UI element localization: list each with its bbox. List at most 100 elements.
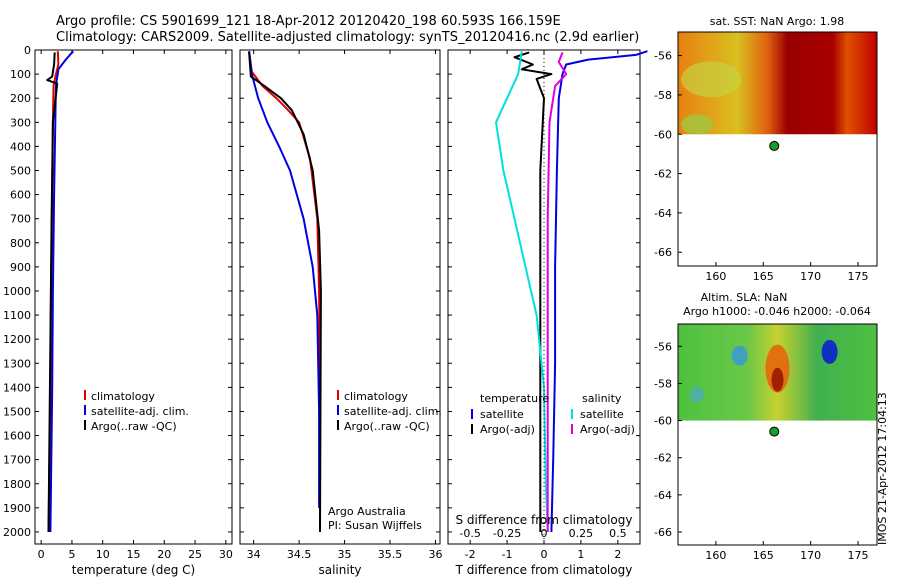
sst_map-xtick-label: 160 xyxy=(705,270,726,283)
salinity-legend-label: satellite-adj. clim. xyxy=(344,405,442,418)
temperature-legend-label: satellite-adj. clim. xyxy=(91,405,189,418)
salinity-series-1-line xyxy=(248,51,321,508)
sla_map-patch xyxy=(689,386,704,403)
depth-tick-label: 400 xyxy=(10,140,31,153)
difference-top-xlabel: S difference from climatology xyxy=(456,513,633,527)
temperature-legend-label: climatology xyxy=(91,390,155,403)
salinity-xtick-label: 36 xyxy=(428,548,442,561)
sla_map-ytick-label: -62 xyxy=(654,452,672,465)
temperature-series-1-line xyxy=(49,50,74,533)
salinity-xtick-label: 34 xyxy=(247,548,261,561)
depth-tick-label: 1300 xyxy=(3,357,31,370)
depth-tick-label: 700 xyxy=(10,213,31,226)
difference-xlabel: T difference from climatology xyxy=(455,563,633,577)
salinity-legend-label: Argo(..raw -QC) xyxy=(344,420,430,433)
difference-top-tick-label: 0.5 xyxy=(609,527,627,540)
depth-tick-label: 600 xyxy=(10,189,31,202)
sla_map-patch xyxy=(731,345,748,366)
depth-tick-label: 100 xyxy=(10,68,31,81)
temperature-xtick-label: 0 xyxy=(38,548,45,561)
temperature-xlabel: temperature (deg C) xyxy=(72,563,195,577)
sla-map-title: Altim. SLA: NaN xyxy=(701,291,788,304)
depth-tick-label: 200 xyxy=(10,92,31,105)
panels-layer: 0 5 10 15 20 25 300100200300400500600700800900… xyxy=(3,15,878,577)
temperature-xtick-label: 5 xyxy=(68,548,75,561)
depth-tick-label: 1400 xyxy=(3,381,31,394)
difference-top-tick-label: -0.25 xyxy=(493,527,521,540)
depth-tick-label: 300 xyxy=(10,116,31,129)
difference-xtick-label: 2 xyxy=(614,548,621,561)
sst_map-argo-marker xyxy=(769,140,780,151)
salinity-xtick-label: 34.5 xyxy=(287,548,312,561)
sla_map-frame xyxy=(677,323,878,546)
depth-tick-label: 1000 xyxy=(3,285,31,298)
difference-legend-label: Argo(-adj) xyxy=(480,423,535,436)
sst_map-patch xyxy=(681,61,742,98)
difference-series-3-line xyxy=(546,52,568,532)
salinity-xtick-label: 35.5 xyxy=(378,548,403,561)
temperature-xtick-label: 15 xyxy=(127,548,141,561)
temperature-legend-label: Argo(..raw -QC) xyxy=(91,420,177,433)
difference-xtick-label: -2 xyxy=(465,548,476,561)
figure-title-line-1: Argo profile: CS 5901699_121 18-Apr-2012… xyxy=(56,14,561,29)
difference-legend-label: satellite xyxy=(580,408,624,421)
depth-tick-label: 1200 xyxy=(3,333,31,346)
salinity-legend-label: climatology xyxy=(344,390,408,403)
depth-tick-label: 800 xyxy=(10,237,31,250)
temperature-xtick-label: 20 xyxy=(157,548,171,561)
sst_map-ytick-label: -64 xyxy=(654,207,672,220)
sst_map-ytick-label: -56 xyxy=(654,50,672,63)
difference-plot-frame xyxy=(447,49,641,545)
sst_map-xtick-label: 165 xyxy=(753,270,774,283)
difference-legend-sal-header: salinity xyxy=(582,392,622,405)
difference-top-tick-label: -0.5 xyxy=(459,527,480,540)
difference-series-1-line xyxy=(513,51,553,532)
timestamp-stamp: IMOS 21-Apr-2012 17:04:13 xyxy=(876,392,889,545)
depth-tick-label: 1800 xyxy=(3,478,31,491)
sla_map-patch xyxy=(771,367,784,392)
figure-title-line-2: Climatology: CARS2009. Satellite-adjuste… xyxy=(56,30,640,45)
sla_map-argo-marker xyxy=(769,426,780,437)
temperature-xtick-label: 25 xyxy=(188,548,202,561)
difference-legend-temp-header: temperature xyxy=(480,392,549,405)
depth-tick-label: 0 xyxy=(24,44,31,57)
sla_map-xtick-label: 160 xyxy=(705,549,726,562)
depth-tick-label: 1900 xyxy=(3,502,31,515)
difference-top-tick-label: 0 xyxy=(541,527,548,540)
depth-tick-label: 500 xyxy=(10,164,31,177)
salinity-annotation: Argo Australia xyxy=(328,505,406,518)
difference-xtick-label: -1 xyxy=(502,548,513,561)
temperature-plot-frame xyxy=(34,49,233,545)
depth-tick-label: 900 xyxy=(10,261,31,274)
salinity-series-0-line xyxy=(248,51,321,532)
difference-legend-label: Argo(-adj) xyxy=(580,423,635,436)
salinity-xtick-label: 35 xyxy=(338,548,352,561)
sla_map-ytick-label: -64 xyxy=(654,489,672,502)
salinity-annotation: PI: Susan Wijffels xyxy=(328,519,422,532)
salinity-plot-frame xyxy=(239,49,441,545)
difference-xtick-label: 1 xyxy=(577,548,584,561)
sst-map-title: sat. SST: NaN Argo: 1.98 xyxy=(710,15,844,28)
salinity-series-2-line xyxy=(248,52,322,533)
sst_map-xtick-label: 175 xyxy=(848,270,869,283)
sst_map-ytick-label: -62 xyxy=(654,168,672,181)
difference-series-0-line xyxy=(550,50,648,533)
depth-tick-label: 1100 xyxy=(3,309,31,322)
difference-legend-label: satellite xyxy=(480,408,524,421)
depth-tick-label: 2000 xyxy=(3,526,31,539)
sla-map-subtitle: Argo h1000: -0.046 h2000: -0.064 xyxy=(683,305,871,318)
difference-series-2-line xyxy=(495,51,549,533)
depth-tick-label: 1600 xyxy=(3,430,31,443)
sla_map-ytick-label: -60 xyxy=(654,415,672,428)
temperature-xtick-label: 10 xyxy=(96,548,110,561)
sst_map-ytick-label: -58 xyxy=(654,89,672,102)
sla_map-xtick-label: 165 xyxy=(753,549,774,562)
depth-tick-label: 1700 xyxy=(3,454,31,467)
salinity-xlabel: salinity xyxy=(318,563,361,577)
sst_map-ytick-label: -66 xyxy=(654,246,672,259)
sla_map-xtick-label: 170 xyxy=(800,549,821,562)
temperature-xtick-label: 30 xyxy=(219,548,233,561)
temperature-series-2-line xyxy=(46,52,59,533)
sla_map-patch xyxy=(821,339,838,364)
